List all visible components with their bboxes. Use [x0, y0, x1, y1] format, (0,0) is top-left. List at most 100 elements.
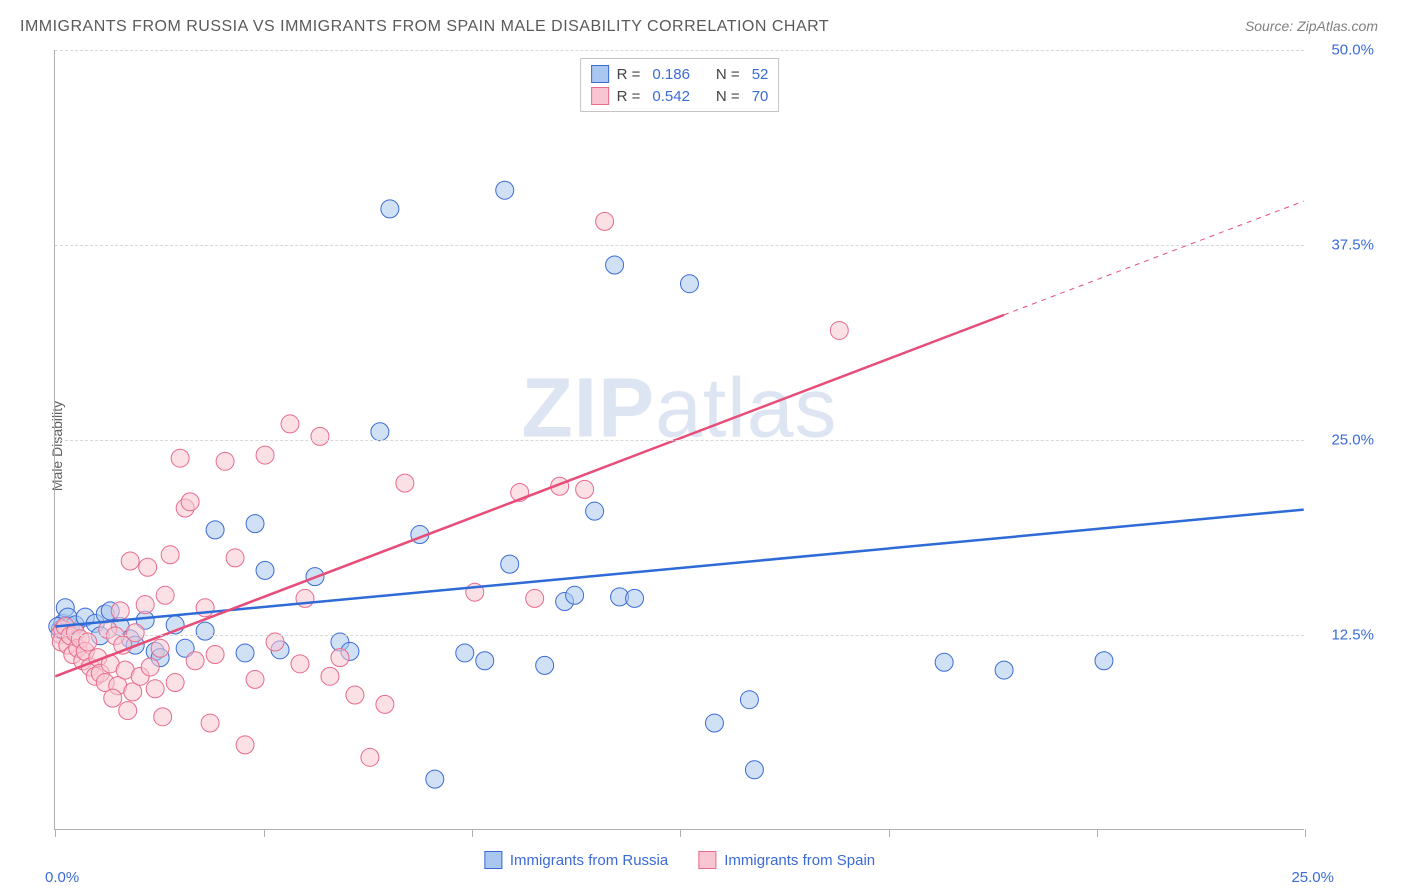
swatch-icon	[591, 65, 609, 83]
y-tick-label: 25.0%	[1331, 432, 1374, 449]
data-point	[246, 515, 264, 533]
plot-area: ZIPatlas R =0.186N =52R =0.542N =70 0.0%…	[54, 50, 1304, 830]
data-point	[346, 686, 364, 704]
data-point	[156, 586, 174, 604]
data-point	[371, 423, 389, 441]
data-point	[381, 200, 399, 218]
x-max-label: 25.0%	[1291, 869, 1334, 886]
y-tick-label: 50.0%	[1331, 42, 1374, 59]
stat-n-label: N =	[716, 66, 740, 83]
data-point	[151, 639, 169, 657]
data-point	[396, 474, 414, 492]
data-point	[226, 549, 244, 567]
data-point	[496, 181, 514, 199]
x-min-label: 0.0%	[45, 869, 79, 886]
stats-legend-row: R =0.186N =52	[591, 63, 769, 85]
data-point	[311, 427, 329, 445]
data-point	[246, 670, 264, 688]
stat-r-label: R =	[617, 88, 641, 105]
data-point	[256, 446, 274, 464]
data-point	[186, 652, 204, 670]
legend-label: Immigrants from Spain	[724, 852, 875, 869]
data-point	[146, 680, 164, 698]
data-point	[256, 561, 274, 579]
stat-r-label: R =	[617, 66, 641, 83]
data-point	[995, 661, 1013, 679]
data-point	[935, 653, 953, 671]
data-point	[830, 321, 848, 339]
data-point	[201, 714, 219, 732]
data-point	[426, 770, 444, 788]
data-point	[119, 702, 137, 720]
stat-n-value: 70	[752, 88, 769, 105]
data-point	[526, 589, 544, 607]
series-legend: Immigrants from Russia Immigrants from Sp…	[484, 851, 875, 869]
data-point	[136, 596, 154, 614]
data-point	[139, 558, 157, 576]
data-point	[141, 658, 159, 676]
swatch-icon	[591, 87, 609, 105]
data-point	[576, 480, 594, 498]
x-tick	[55, 829, 56, 837]
data-point	[121, 552, 139, 570]
data-point	[626, 589, 644, 607]
data-point	[501, 555, 519, 573]
data-point	[606, 256, 624, 274]
data-point	[291, 655, 309, 673]
data-point	[206, 646, 224, 664]
data-point	[126, 624, 144, 642]
gridline-h	[55, 245, 1304, 246]
source-attribution: Source: ZipAtlas.com	[1245, 18, 1378, 34]
data-point	[196, 622, 214, 640]
legend-label: Immigrants from Russia	[510, 852, 668, 869]
data-point	[456, 644, 474, 662]
data-point	[281, 415, 299, 433]
x-tick	[889, 829, 890, 837]
data-point	[236, 644, 254, 662]
stats-legend: R =0.186N =52R =0.542N =70	[580, 58, 780, 112]
data-point	[181, 493, 199, 511]
legend-item: Immigrants from Russia	[484, 851, 668, 869]
data-point	[161, 546, 179, 564]
data-point	[111, 602, 129, 620]
regression-line	[55, 510, 1303, 627]
x-tick	[680, 829, 681, 837]
data-point	[361, 748, 379, 766]
data-point	[1095, 652, 1113, 670]
y-tick-label: 12.5%	[1331, 627, 1374, 644]
data-point	[104, 689, 122, 707]
data-point	[745, 761, 763, 779]
gridline-h	[55, 50, 1304, 51]
x-tick	[472, 829, 473, 837]
y-tick-label: 37.5%	[1331, 237, 1374, 254]
chart-title: IMMIGRANTS FROM RUSSIA VS IMMIGRANTS FRO…	[20, 18, 829, 36]
data-point	[171, 449, 189, 467]
data-point	[740, 691, 758, 709]
x-tick	[1305, 829, 1306, 837]
data-point	[705, 714, 723, 732]
data-point	[236, 736, 254, 754]
data-point	[566, 586, 584, 604]
x-tick	[264, 829, 265, 837]
data-point	[586, 502, 604, 520]
swatch-icon	[484, 851, 502, 869]
stat-n-label: N =	[716, 88, 740, 105]
data-point	[596, 212, 614, 230]
x-tick	[1097, 829, 1098, 837]
regression-line-dashed	[1004, 201, 1304, 315]
data-point	[331, 649, 349, 667]
data-point	[206, 521, 224, 539]
data-point	[166, 674, 184, 692]
data-point	[376, 695, 394, 713]
data-point	[680, 275, 698, 293]
regression-line	[55, 315, 1004, 676]
data-point	[154, 708, 172, 726]
data-point	[216, 452, 234, 470]
swatch-icon	[698, 851, 716, 869]
stat-n-value: 52	[752, 66, 769, 83]
legend-item: Immigrants from Spain	[698, 851, 875, 869]
stats-legend-row: R =0.542N =70	[591, 85, 769, 107]
gridline-h	[55, 635, 1304, 636]
data-point	[321, 667, 339, 685]
data-point	[536, 656, 554, 674]
